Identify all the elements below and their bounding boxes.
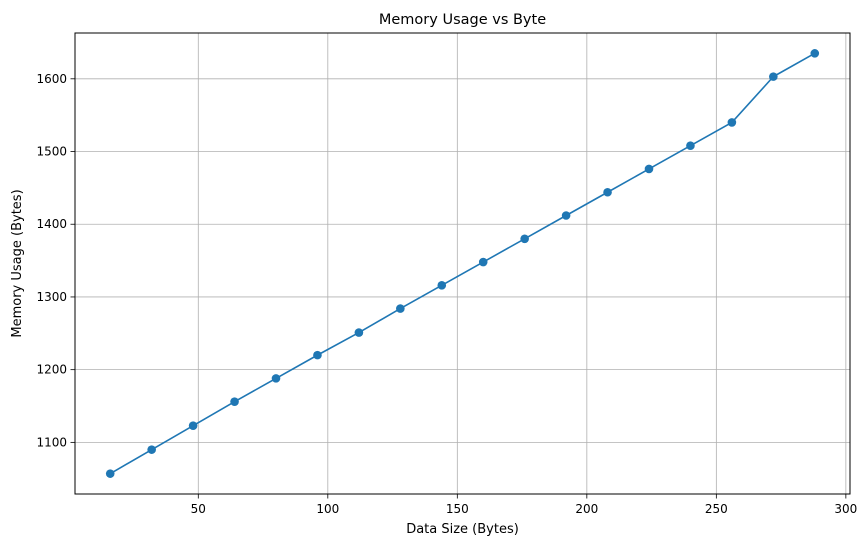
x-tick-label: 300 xyxy=(834,502,857,516)
data-point xyxy=(396,304,405,313)
data-point xyxy=(230,397,239,406)
y-tick-label: 1600 xyxy=(36,72,67,86)
x-tick-label: 50 xyxy=(191,502,206,516)
y-tick-label: 1300 xyxy=(36,290,67,304)
x-tick-label: 150 xyxy=(446,502,469,516)
data-point xyxy=(686,141,695,151)
y-axis-label: Memory Usage (Bytes) xyxy=(10,189,25,337)
x-tick-label: 200 xyxy=(575,502,598,516)
x-tick-label: 250 xyxy=(705,502,728,516)
data-point xyxy=(769,72,778,81)
x-tick-label: 100 xyxy=(316,502,339,516)
plot-frame xyxy=(74,32,851,495)
x-axis-label: Data Size (Bytes) xyxy=(406,522,519,537)
chart-title: Memory Usage vs Byte xyxy=(379,12,546,28)
axis-ticks: 50 100 150 200 250 300 1100 1200 1300 1400 1500 160… xyxy=(36,72,857,516)
data-point xyxy=(520,234,529,244)
y-tick-label: 1200 xyxy=(36,363,67,377)
data-point xyxy=(561,211,571,220)
data-point xyxy=(313,350,322,360)
data-point xyxy=(105,469,115,478)
data-point xyxy=(603,187,612,197)
data-point xyxy=(478,257,488,267)
grid-lines xyxy=(75,33,850,494)
data-point xyxy=(437,281,447,290)
y-tick-label: 1400 xyxy=(36,217,67,231)
series-line xyxy=(109,52,816,475)
series-layer xyxy=(105,49,820,478)
data-point xyxy=(271,374,281,383)
data-point xyxy=(644,164,654,174)
y-tick-label: 1100 xyxy=(36,435,67,449)
data-point xyxy=(188,421,198,430)
data-point xyxy=(727,118,737,127)
data-point xyxy=(147,445,156,454)
y-tick-label: 1500 xyxy=(36,145,67,159)
data-point xyxy=(810,49,820,58)
data-point xyxy=(354,328,364,337)
